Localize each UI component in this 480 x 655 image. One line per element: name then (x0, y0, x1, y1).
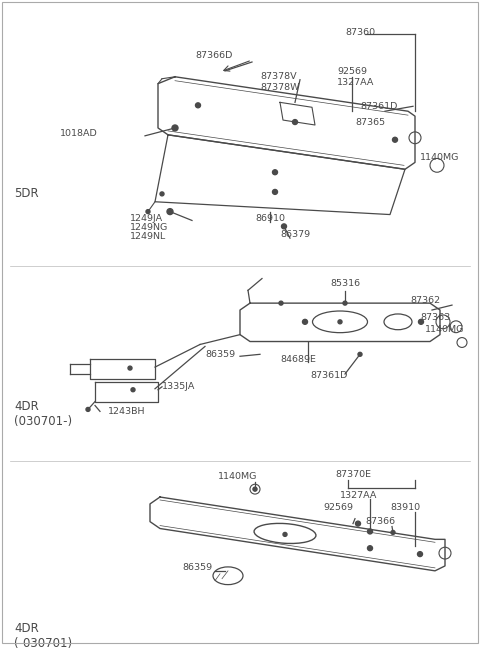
Circle shape (172, 125, 178, 131)
Text: 87366: 87366 (365, 517, 395, 526)
Circle shape (146, 210, 150, 214)
Circle shape (160, 192, 164, 196)
Text: 85316: 85316 (330, 279, 360, 288)
Circle shape (281, 224, 287, 229)
Text: 1140MG: 1140MG (425, 326, 464, 334)
Text: 5DR: 5DR (14, 187, 39, 200)
Text: 4DR
(-030701): 4DR (-030701) (14, 622, 72, 650)
Text: 1243BH: 1243BH (108, 407, 145, 416)
Text: 1249NG: 1249NG (130, 223, 168, 232)
Circle shape (356, 521, 360, 526)
Circle shape (273, 189, 277, 195)
Circle shape (368, 529, 372, 534)
Text: 86910: 86910 (255, 214, 285, 223)
Text: 87378V: 87378V (260, 72, 297, 81)
Circle shape (128, 366, 132, 370)
Circle shape (195, 103, 201, 108)
Text: 87361D: 87361D (310, 371, 348, 381)
Text: 87360: 87360 (345, 28, 375, 37)
Circle shape (343, 301, 347, 305)
Circle shape (279, 301, 283, 305)
Circle shape (253, 487, 257, 491)
Circle shape (368, 546, 372, 551)
Text: 1018AD: 1018AD (60, 129, 98, 138)
Text: 84689E: 84689E (280, 355, 316, 364)
Text: 1335JA: 1335JA (162, 383, 195, 391)
Text: 87366D: 87366D (195, 50, 232, 60)
Text: 87361D: 87361D (360, 102, 397, 111)
Circle shape (393, 138, 397, 142)
Circle shape (273, 170, 277, 175)
Circle shape (358, 352, 362, 356)
Text: 86359: 86359 (205, 350, 235, 359)
Text: 1249NL: 1249NL (130, 232, 166, 240)
Circle shape (253, 488, 256, 491)
Text: 1140MG: 1140MG (420, 153, 459, 162)
Circle shape (418, 552, 422, 557)
Circle shape (302, 320, 308, 324)
Text: 4DR
(030701-): 4DR (030701-) (14, 400, 72, 428)
Circle shape (391, 531, 395, 534)
Text: 87365: 87365 (355, 117, 385, 126)
Circle shape (86, 407, 90, 411)
Text: 86379: 86379 (280, 230, 310, 238)
Circle shape (338, 320, 342, 324)
Text: 87363: 87363 (420, 313, 450, 322)
Text: 1249JA: 1249JA (130, 214, 163, 223)
Text: 92569: 92569 (323, 503, 353, 512)
Text: 87378W: 87378W (260, 83, 300, 92)
Circle shape (419, 320, 423, 324)
Circle shape (131, 388, 135, 392)
Circle shape (292, 120, 298, 124)
Text: 83910: 83910 (390, 503, 420, 512)
Circle shape (283, 533, 287, 536)
Text: 1327AA: 1327AA (337, 78, 374, 87)
Text: 1140MG: 1140MG (218, 472, 257, 481)
Circle shape (167, 209, 173, 215)
Text: 87370E: 87370E (335, 470, 371, 479)
Text: 92569: 92569 (337, 67, 367, 77)
Text: 87362: 87362 (410, 295, 440, 305)
Text: 1327AA: 1327AA (340, 491, 377, 500)
Text: 86359: 86359 (182, 563, 212, 572)
